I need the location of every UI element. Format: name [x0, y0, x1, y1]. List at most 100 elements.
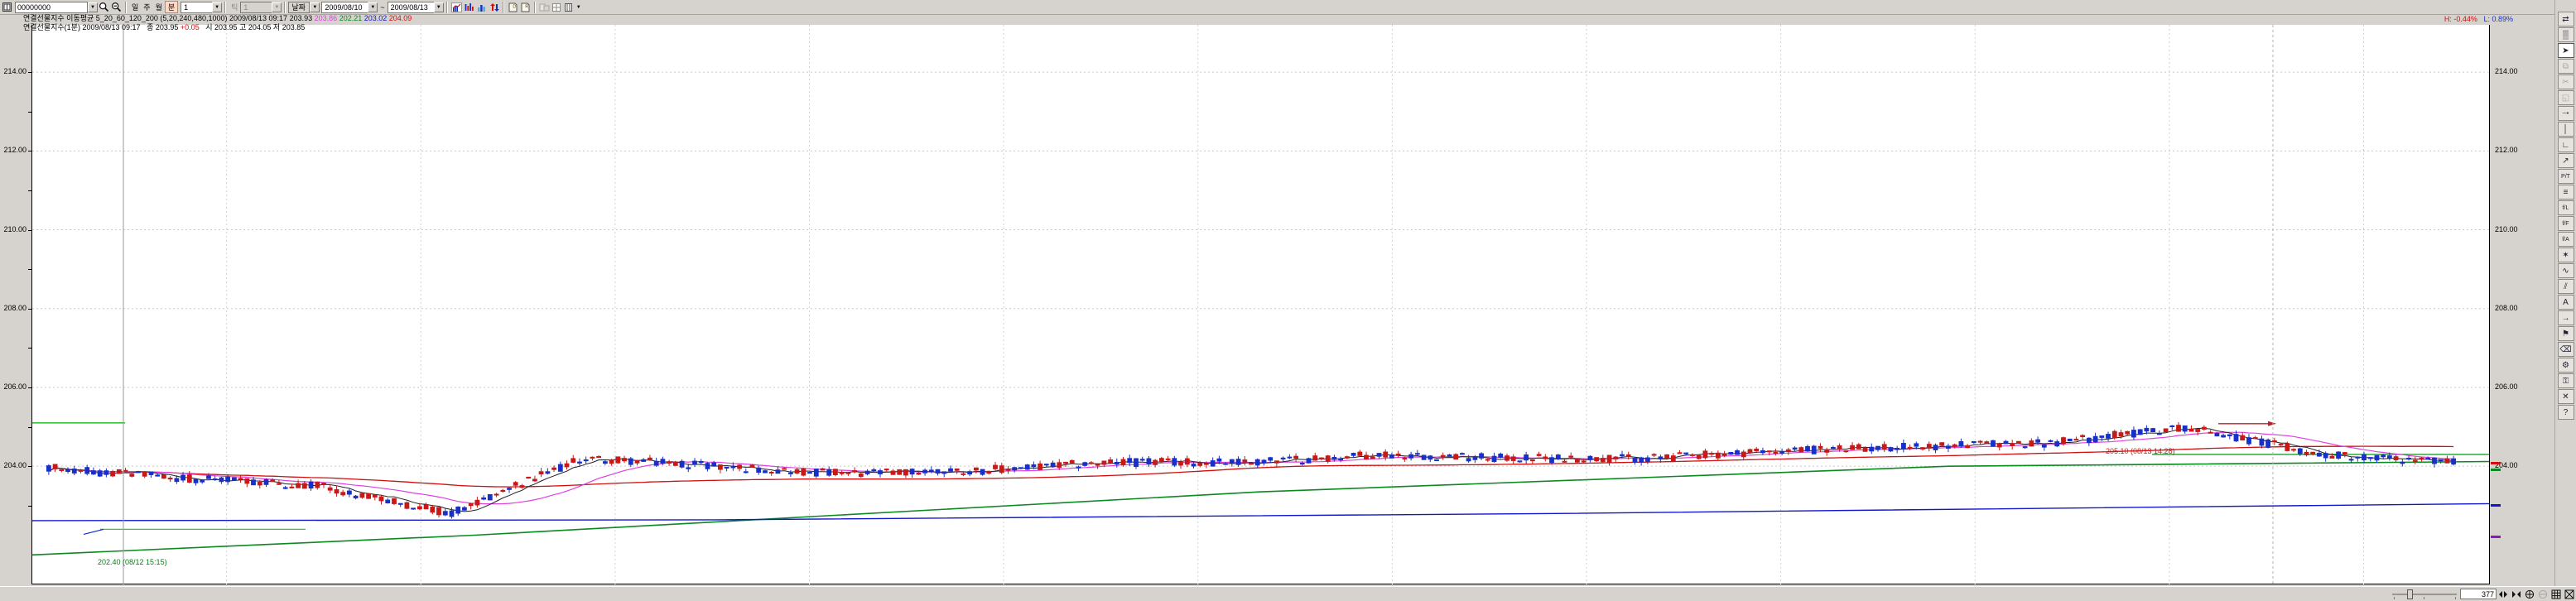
trendline-tool[interactable]: ↗: [2557, 153, 2574, 168]
text-label-tool[interactable]: A: [2557, 295, 2574, 310]
y-axis-minor-tick: [28, 426, 31, 428]
zoom-out-minus-button[interactable]: [2536, 589, 2550, 600]
settings-tool[interactable]: ⚙: [2557, 358, 2574, 373]
tick-interval-dropdown-arrow[interactable]: ▼: [272, 2, 282, 12]
candle-chart-icon[interactable]: [450, 1, 463, 13]
date-mode-dropdown-arrow[interactable]: ▼: [310, 2, 320, 12]
top-toolbar: 00000000 ▼ 일 주 월 분 1 ▼ 틱 1 ▼ 날짜 ▼ 2009/0…: [0, 0, 2576, 15]
close-chart-button[interactable]: [2563, 589, 2576, 600]
lock-tool[interactable]: ⚿: [2557, 373, 2574, 388]
chart-area[interactable]: 214.00 212.00 210.00 208.00 206.00 204.00 214…: [0, 15, 2554, 595]
channel-tool[interactable]: ⫽: [2557, 279, 2574, 294]
flag-tool[interactable]: ⚑: [2557, 326, 2574, 341]
legend-high-value: 204.05: [248, 23, 272, 31]
flag-icon: ⚑: [2562, 329, 2569, 339]
column-chart-icon[interactable]: [475, 1, 488, 13]
sync-tool[interactable]: ⇄: [2557, 12, 2574, 26]
y-axis-minor-tick: [28, 387, 31, 388]
page-r-icon[interactable]: R: [519, 1, 532, 13]
vertical-segment-tool[interactable]: │: [2557, 122, 2574, 137]
lock-icon: ⚿: [2562, 376, 2569, 386]
page-d-icon[interactable]: D: [507, 1, 519, 13]
y-axis-minor-tick: [28, 505, 31, 507]
legend-close-label: 종: [147, 23, 154, 31]
fibonacci-fan-icon: f/F: [2562, 220, 2569, 227]
zoom-in-plus-button[interactable]: [2523, 589, 2536, 600]
zoom-slider-tick: [2394, 596, 2395, 599]
fibonacci-lines-icon: f/L: [2562, 204, 2569, 211]
grid-toggle-button[interactable]: [2550, 589, 2563, 600]
date-mode-select[interactable]: 날짜 ▼: [288, 1, 320, 13]
cycle-icon: ∿: [2562, 266, 2569, 276]
sync-icon: ⇄: [2562, 14, 2569, 24]
legend-ma-value-1: 203.86: [314, 14, 338, 22]
status-bar: 377: [0, 586, 2576, 601]
date-to-dropdown-arrow[interactable]: ▼: [433, 2, 444, 12]
grid-select-tool[interactable]: ▒: [2557, 27, 2574, 42]
fibonacci-fan-tool[interactable]: f/F: [2557, 216, 2574, 231]
legend-low-label: 저: [272, 23, 281, 31]
grid-window-icon[interactable]: [551, 1, 563, 13]
split-window-icon[interactable]: [538, 1, 551, 13]
symbol-code-input[interactable]: 00000000: [15, 1, 88, 13]
symbol-code-dropdown-arrow[interactable]: ▼: [88, 2, 98, 12]
search-minus-icon[interactable]: [110, 1, 123, 13]
expand-horizontal-button[interactable]: [2497, 589, 2510, 600]
date-to-select[interactable]: 2009/08/13 ▼: [387, 1, 444, 13]
cycle-tool[interactable]: ∿: [2557, 263, 2574, 278]
copy-shape-tool: ⧉: [2557, 59, 2574, 74]
svg-text:D: D: [513, 4, 516, 9]
legend-line-2: 연결선물지수(1분) 2009/08/13 09:17 종 203.95 +0.…: [23, 23, 412, 32]
horizontal-lines-tool[interactable]: ≡: [2557, 185, 2574, 200]
plot-canvas[interactable]: [31, 25, 2490, 584]
bar-count-input[interactable]: 377: [2460, 589, 2497, 599]
zoom-slider-thumb[interactable]: [2407, 589, 2413, 599]
save-layout-dropdown-arrow[interactable]: ▼: [575, 4, 581, 10]
period-week-button[interactable]: 주: [143, 3, 151, 12]
eraser-icon: ⌫: [2559, 344, 2572, 354]
y-axis-tick-label: 208.00: [3, 303, 26, 312]
updown-arrow-icon[interactable]: [488, 1, 500, 13]
period-day-button[interactable]: 일: [132, 3, 139, 12]
delete-all-tool[interactable]: ✕: [2557, 389, 2574, 404]
price-time-tool[interactable]: P/T: [2557, 169, 2574, 184]
pointer-icon: ➤: [2562, 46, 2569, 55]
trendline-icon: ↗: [2562, 156, 2569, 166]
chart-window-icon[interactable]: [0, 0, 14, 14]
toolbar-separator-4: [445, 1, 448, 13]
toolbar-separator: [125, 1, 127, 13]
date-from-value: 2009/08/10: [321, 1, 368, 13]
period-minute-button[interactable]: 분: [164, 1, 179, 13]
y-axis-tick-label: 210.00: [2495, 224, 2518, 233]
minute-interval-select[interactable]: 1 ▼: [181, 1, 223, 13]
zoom-slider-tick: [2455, 596, 2456, 599]
tick-interval-select[interactable]: 1 ▼: [240, 1, 282, 13]
collapse-horizontal-button[interactable]: [2510, 589, 2523, 600]
period-month-button[interactable]: 월: [155, 3, 162, 12]
fibonacci-lines-tool[interactable]: f/L: [2557, 200, 2574, 215]
stack-shape-tool: ◱: [2557, 90, 2574, 105]
fibonacci-arc-tool[interactable]: f/A: [2557, 232, 2574, 247]
vertical-segment-icon: │: [2563, 124, 2569, 134]
stack-shape-icon: ◱: [2561, 93, 2570, 103]
zoom-slider-track[interactable]: [2392, 593, 2457, 595]
horizontal-segment-tool[interactable]: ─•: [2557, 106, 2574, 121]
help-tool[interactable]: ?: [2557, 405, 2574, 420]
arrow-tool[interactable]: →: [2557, 310, 2574, 325]
y-axis-minor-tick: [28, 229, 31, 231]
minute-interval-dropdown-arrow[interactable]: ▼: [212, 2, 223, 12]
eraser-tool[interactable]: ⌫: [2557, 342, 2574, 357]
date-from-dropdown-arrow[interactable]: ▼: [368, 2, 378, 12]
legend-open-value: 203.95: [214, 23, 238, 31]
y-axis-tick-label: 208.00: [2495, 303, 2518, 312]
save-layout-icon[interactable]: [563, 1, 575, 13]
gann-fan-tool[interactable]: ✶: [2557, 248, 2574, 262]
search-icon[interactable]: [98, 1, 110, 13]
pointer-tool[interactable]: ➤: [2557, 43, 2574, 58]
date-from-select[interactable]: 2009/08/10 ▼: [321, 1, 378, 13]
zoom-slider[interactable]: [2392, 589, 2457, 599]
right-angle-tool[interactable]: ∟: [2557, 137, 2574, 152]
arrow-icon: →: [2561, 313, 2570, 323]
bar-chart-icon[interactable]: [463, 1, 475, 13]
